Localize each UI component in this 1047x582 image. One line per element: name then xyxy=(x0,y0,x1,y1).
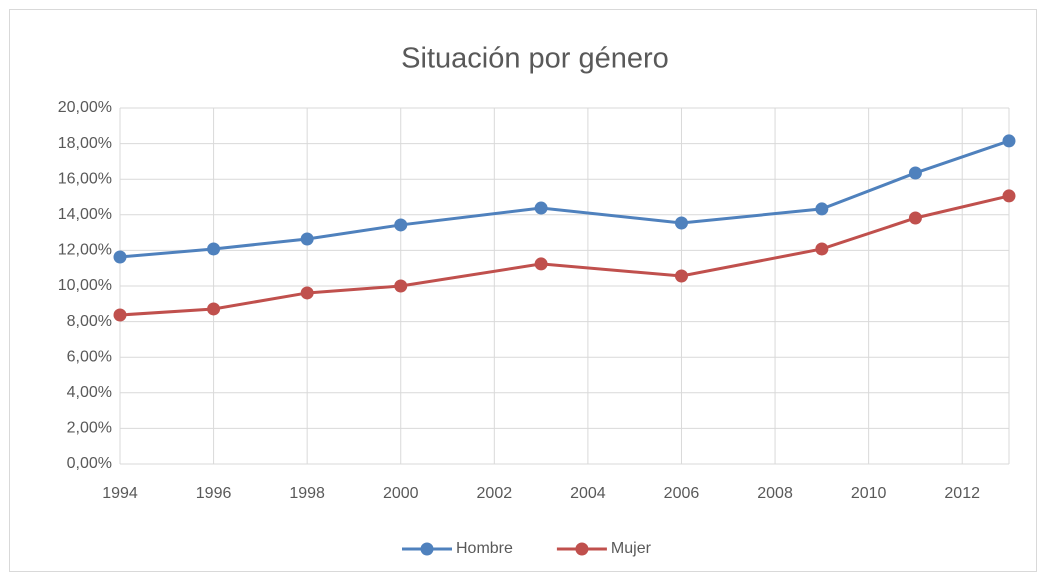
legend-label: Mujer xyxy=(611,540,652,557)
legend-marker xyxy=(420,542,434,556)
data-point xyxy=(300,286,314,300)
data-point xyxy=(674,216,688,230)
y-tick-label: 8,00% xyxy=(67,313,112,330)
y-tick-label: 6,00% xyxy=(67,348,112,365)
chart-title: Situación por género xyxy=(401,43,669,75)
data-point xyxy=(207,242,221,256)
data-point xyxy=(534,201,548,215)
data-point xyxy=(534,257,548,271)
data-point xyxy=(113,250,127,264)
legend-marker xyxy=(575,542,589,556)
x-tick-label: 1998 xyxy=(289,485,325,502)
data-point xyxy=(113,308,127,322)
data-point xyxy=(394,218,408,232)
data-point xyxy=(207,302,221,316)
x-tick-label: 2000 xyxy=(383,485,419,502)
x-tick-label: 1994 xyxy=(102,485,138,502)
y-tick-label: 0,00% xyxy=(67,455,112,472)
y-tick-label: 2,00% xyxy=(67,420,112,437)
chart-border xyxy=(9,9,1037,572)
x-tick-label: 2012 xyxy=(944,485,980,502)
x-tick-label: 2010 xyxy=(851,485,887,502)
y-tick-label: 14,00% xyxy=(58,206,112,223)
data-point xyxy=(674,269,688,283)
data-point xyxy=(908,166,922,180)
x-tick-label: 1996 xyxy=(196,485,232,502)
y-tick-label: 18,00% xyxy=(58,135,112,152)
x-tick-label: 2002 xyxy=(477,485,513,502)
x-tick-label: 2004 xyxy=(570,485,606,502)
data-point xyxy=(815,202,829,216)
data-point xyxy=(1002,189,1016,203)
y-tick-label: 10,00% xyxy=(58,277,112,294)
data-point xyxy=(908,211,922,225)
data-point xyxy=(815,242,829,256)
x-tick-label: 2006 xyxy=(664,485,700,502)
data-point xyxy=(300,232,314,246)
data-point xyxy=(1002,134,1016,148)
data-point xyxy=(394,279,408,293)
x-tick-label: 2008 xyxy=(757,485,793,502)
y-tick-label: 12,00% xyxy=(58,242,112,259)
y-tick-label: 20,00% xyxy=(58,99,112,116)
y-tick-label: 16,00% xyxy=(58,170,112,187)
y-tick-label: 4,00% xyxy=(67,384,112,401)
legend-label: Hombre xyxy=(456,540,513,557)
